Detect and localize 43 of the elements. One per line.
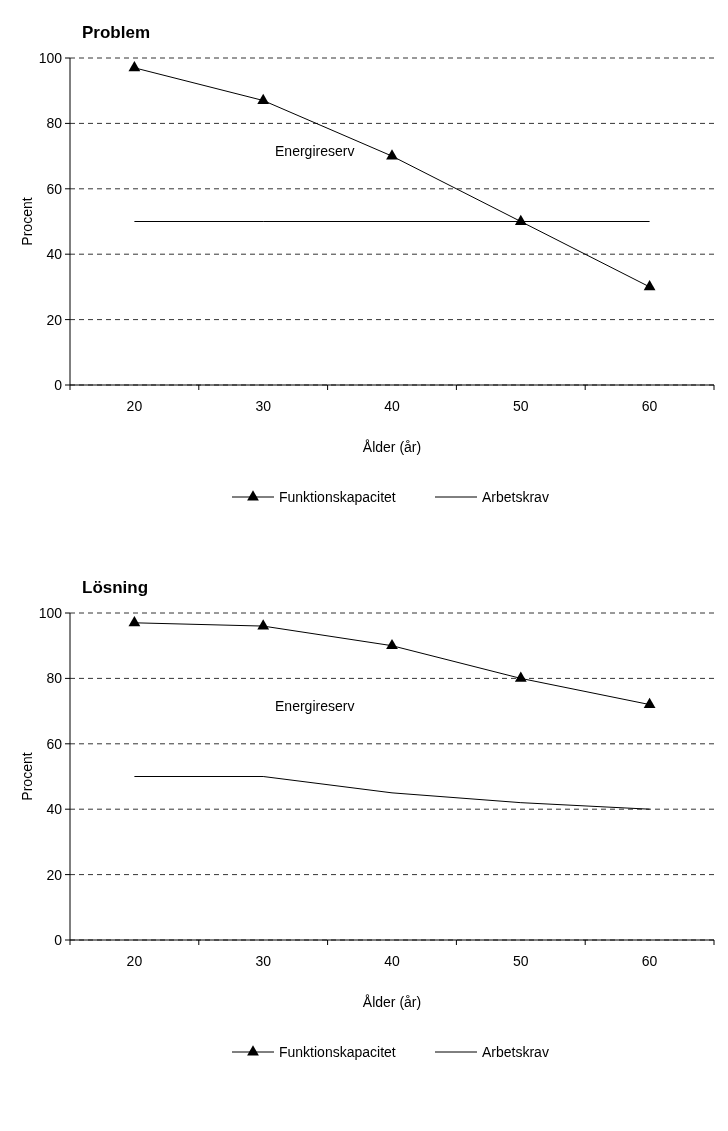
x-tick-label: 30 (255, 398, 272, 414)
legend-label: Funktionskapacitet (279, 488, 396, 505)
y-axis-title: Procent (19, 197, 35, 246)
y-tick-label: 0 (54, 931, 63, 948)
x-tick-label: 40 (384, 398, 400, 414)
point (257, 93, 270, 104)
y-tick-label: 60 (46, 180, 63, 197)
x-tick-label: 30 (255, 953, 272, 969)
point (128, 61, 141, 72)
chart-title: Lösning (82, 578, 149, 597)
annotation: Energireserv (275, 143, 355, 160)
legend-label: Arbetskrav (482, 1043, 549, 1060)
x-tick-label: 20 (126, 398, 143, 414)
x-axis-title: Ålder (år) (362, 994, 422, 1010)
x-tick-label: 40 (384, 953, 400, 969)
y-tick-label: 80 (46, 115, 63, 132)
y-tick-label: 80 (46, 670, 63, 687)
y-tick-label: 20 (46, 866, 63, 883)
x-tick-label: 20 (126, 953, 143, 969)
y-tick-label: 0 (54, 376, 63, 393)
y-axis-title: Procent (19, 752, 35, 801)
legend-label: Funktionskapacitet (279, 1043, 396, 1060)
legend-label: Arbetskrav (482, 488, 549, 505)
x-tick-label: 50 (513, 953, 529, 969)
annotation: Energireserv (275, 698, 355, 715)
y-tick-label: 40 (46, 801, 63, 818)
chart-title: Problem (82, 23, 151, 42)
x-tick-label: 60 (641, 398, 658, 414)
x-tick-label: 50 (513, 398, 529, 414)
y-tick-label: 40 (46, 246, 63, 263)
point (257, 619, 270, 630)
y-tick-label: 100 (38, 49, 63, 66)
point (514, 671, 527, 682)
point (386, 638, 398, 650)
point (643, 280, 656, 291)
point (643, 697, 656, 708)
y-tick-label: 20 (46, 311, 63, 328)
x-axis-title: Ålder (år) (362, 439, 422, 455)
y-tick-label: 100 (38, 604, 63, 621)
y-tick-label: 60 (46, 735, 63, 752)
x-tick-label: 60 (641, 953, 658, 969)
point (128, 616, 141, 627)
point (386, 149, 398, 160)
